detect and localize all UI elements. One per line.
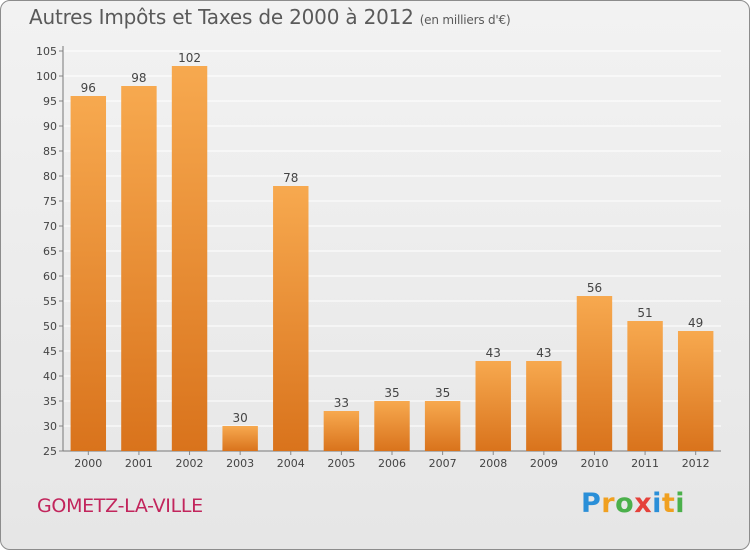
x-tick-label-2005: 2005 xyxy=(327,457,355,470)
bar-2006 xyxy=(374,401,410,451)
y-tick-label: 80 xyxy=(43,170,57,183)
value-label-2005: 33 xyxy=(334,396,349,410)
bar-2004 xyxy=(273,186,309,451)
value-label-2011: 51 xyxy=(637,306,652,320)
y-tick-label: 95 xyxy=(43,95,57,108)
x-tick-label-2007: 2007 xyxy=(429,457,457,470)
y-tick-label: 45 xyxy=(43,345,57,358)
y-tick-label: 25 xyxy=(43,445,57,458)
bar-2007 xyxy=(424,401,461,451)
y-tick-label: 55 xyxy=(43,295,57,308)
x-tick-label-2004: 2004 xyxy=(277,457,305,470)
y-tick-label: 100 xyxy=(36,70,57,83)
bar-2009 xyxy=(526,361,562,451)
y-tick-label: 90 xyxy=(43,120,57,133)
bar-2005 xyxy=(323,411,360,451)
value-label-2012: 49 xyxy=(688,316,703,330)
x-tick-label-2006: 2006 xyxy=(378,457,406,470)
logo-letter: x xyxy=(634,488,653,519)
value-label-2001: 98 xyxy=(131,71,146,85)
bar-2001 xyxy=(121,86,157,451)
y-tick-label: 75 xyxy=(43,195,57,208)
bar-2002 xyxy=(171,66,208,451)
y-tick-label: 35 xyxy=(43,395,57,408)
x-tick-label-2012: 2012 xyxy=(682,457,710,470)
bar-2000 xyxy=(70,96,107,451)
bars xyxy=(70,66,714,451)
value-label-2010: 56 xyxy=(587,281,602,295)
logo-letter: t xyxy=(661,488,676,519)
value-label-2002: 102 xyxy=(178,51,201,65)
x-tick-label-2001: 2001 xyxy=(125,457,153,470)
bar-2010 xyxy=(576,296,613,451)
value-label-2006: 35 xyxy=(384,386,399,400)
value-labels: 96 98 102 30 78 33 35 35 43 43 56 51 49 xyxy=(81,51,704,425)
bar-2011 xyxy=(627,321,663,451)
x-tick-label-2003: 2003 xyxy=(226,457,254,470)
proxiti-logo: Proxiti xyxy=(581,488,685,519)
logo-letter: P xyxy=(581,488,602,519)
chart-title-text: Autres Impôts et Taxes de 2000 à 2012 xyxy=(29,5,414,29)
x-tick-label-2009: 2009 xyxy=(530,457,558,470)
y-tick-label: 50 xyxy=(43,320,57,333)
logo-letter: i xyxy=(652,488,662,519)
y-tick-label: 30 xyxy=(43,420,57,433)
x-tick-label-2011: 2011 xyxy=(631,457,659,470)
y-tick-label: 40 xyxy=(43,370,57,383)
bar-2003 xyxy=(222,426,258,451)
bar-2008 xyxy=(475,361,511,451)
value-label-2004: 78 xyxy=(283,171,298,185)
x-tick-label-2008: 2008 xyxy=(479,457,507,470)
value-label-2007: 35 xyxy=(435,386,450,400)
value-label-2000: 96 xyxy=(81,81,96,95)
bar-2012 xyxy=(677,331,714,451)
logo-letter: r xyxy=(601,488,616,519)
logo-letter: i xyxy=(675,488,686,519)
x-tick-label-2002: 2002 xyxy=(176,457,204,470)
y-tick-label: 70 xyxy=(43,220,57,233)
commune-name: GOMETZ-LA-VILLE xyxy=(37,495,203,517)
tick-labels: 25 30 35 40 45 50 55 60 65 70 75 80 85 90 95 100 105 2000… xyxy=(36,45,710,470)
value-label-2003: 30 xyxy=(233,411,248,425)
x-tick-label-2000: 2000 xyxy=(74,457,102,470)
y-tick-label: 65 xyxy=(43,245,57,258)
logo-letter: o xyxy=(615,488,635,519)
y-tick-label: 105 xyxy=(36,45,57,58)
x-tick-label-2010: 2010 xyxy=(580,457,608,470)
chart-subtitle: (en milliers d'€) xyxy=(419,13,511,27)
chart-title: Autres Impôts et Taxes de 2000 à 2012 (en… xyxy=(29,5,511,29)
y-tick-label: 60 xyxy=(43,270,57,283)
y-tick-label: 85 xyxy=(43,145,57,158)
value-label-2008: 43 xyxy=(486,346,501,360)
value-label-2009: 43 xyxy=(536,346,551,360)
